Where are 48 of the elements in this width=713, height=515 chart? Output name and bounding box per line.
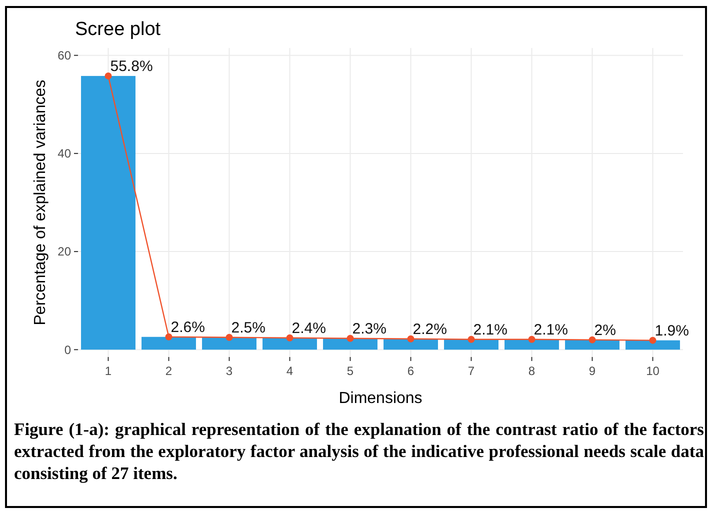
point <box>165 333 172 340</box>
bar <box>323 338 378 350</box>
data-label: 2.5% <box>231 319 266 336</box>
y-axis-title: Percentage of explained variances <box>32 80 49 326</box>
data-label: 1.9% <box>654 322 689 340</box>
point <box>528 336 536 343</box>
y-tick-label: 20 <box>58 244 72 259</box>
point <box>407 335 414 342</box>
bar <box>384 338 438 350</box>
x-tick-label: 1 <box>104 364 112 378</box>
data-label: 2% <box>594 322 616 339</box>
x-tick-label: 9 <box>588 364 596 378</box>
x-tick-label: 7 <box>468 364 475 378</box>
x-tick-label: 8 <box>528 364 536 378</box>
point <box>346 334 354 342</box>
point <box>286 334 294 342</box>
y-tick-label: 60 <box>58 48 72 63</box>
data-label: 2.1% <box>473 321 508 338</box>
point <box>649 336 656 344</box>
bar <box>504 339 559 350</box>
bar <box>81 76 136 350</box>
bar <box>262 338 317 350</box>
chart-title: Scree plot <box>75 19 162 40</box>
text: Figure (1-a): graphical representation of the explanation of the contrast ratio of the factors extracted from the exploratory factor analysis of the indicative professional needs scale data consisting of 27 items. <box>14 418 704 484</box>
data-label: 2.1% <box>534 321 568 338</box>
point <box>104 72 112 80</box>
x-tick-label: 10 <box>646 364 660 378</box>
y-tick-label: 40 <box>58 146 72 161</box>
data-label: 2.4% <box>292 320 326 337</box>
data-label: 55.8% <box>110 58 153 75</box>
point <box>226 334 233 341</box>
bar <box>142 336 196 350</box>
data-label: 2.6% <box>170 318 205 336</box>
bar <box>444 339 498 350</box>
x-tick-label: 5 <box>346 364 354 378</box>
x-tick-label: 3 <box>226 364 233 378</box>
x-tick-label: 4 <box>286 364 294 378</box>
data-label: 2.3% <box>352 320 386 338</box>
x-axis-title: Dimensions <box>338 390 422 407</box>
bar <box>565 340 620 350</box>
data-label: 2.2% <box>412 320 447 338</box>
y-tick-label: 0 <box>64 342 72 357</box>
point <box>588 336 596 344</box>
x-tick-label: 6 <box>407 364 414 378</box>
point <box>468 336 475 343</box>
bar <box>202 337 256 350</box>
bar <box>626 340 680 350</box>
x-tick-label: 2 <box>165 364 172 378</box>
